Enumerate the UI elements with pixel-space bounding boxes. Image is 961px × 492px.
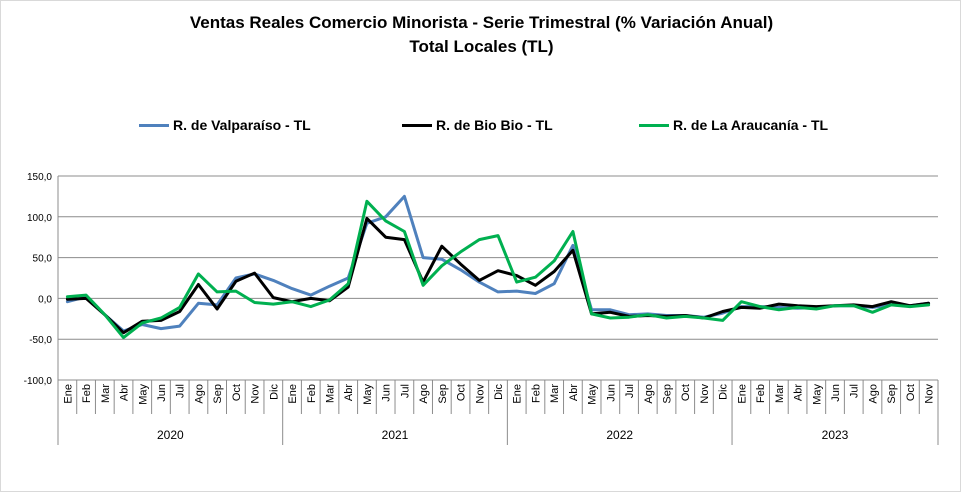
x-month-label: Sep bbox=[212, 384, 224, 404]
legend-item-biobio: R. de Bio Bio - TL bbox=[402, 114, 553, 136]
x-month-label: Ene bbox=[62, 384, 74, 404]
x-month-label: Jul bbox=[624, 384, 636, 398]
y-tick-label: 50,0 bbox=[33, 254, 53, 265]
x-month-label: Feb bbox=[81, 384, 93, 403]
x-month-label: Ago bbox=[193, 384, 205, 404]
x-month-label: Ene bbox=[512, 384, 524, 404]
year-label: 2022 bbox=[606, 428, 633, 442]
y-tick-label: -50,0 bbox=[29, 335, 52, 346]
legend-item-araucania: R. de La Araucanía - TL bbox=[639, 114, 828, 136]
chart-legend: R. de Valparaíso - TL R. de Bio Bio - TL… bbox=[1, 114, 961, 136]
legend-item-valparaiso: R. de Valparaíso - TL bbox=[139, 114, 311, 136]
x-month-label: Jun bbox=[381, 384, 393, 402]
year-label: 2020 bbox=[157, 428, 184, 442]
y-tick-label: 150,0 bbox=[27, 172, 52, 183]
x-month-label: Feb bbox=[530, 384, 542, 403]
y-tick-label: -100,0 bbox=[24, 376, 53, 387]
x-month-label: Jun bbox=[830, 384, 842, 402]
x-month-label: May bbox=[811, 384, 823, 405]
x-month-label: Mar bbox=[324, 384, 336, 403]
x-month-label: May bbox=[137, 384, 149, 405]
y-tick-label: 0,0 bbox=[38, 294, 52, 305]
x-month-label: Mar bbox=[774, 384, 786, 403]
x-month-label: May bbox=[362, 384, 374, 405]
legend-swatch-araucania bbox=[639, 123, 669, 127]
x-month-label: Jul bbox=[399, 384, 411, 398]
x-month-label: Ago bbox=[418, 384, 430, 404]
x-month-label: Ago bbox=[643, 384, 655, 404]
x-month-label: Mar bbox=[549, 384, 561, 403]
series-line-araucania bbox=[65, 199, 931, 340]
x-month-label: Oct bbox=[905, 384, 917, 401]
x-month-label: Dic bbox=[493, 384, 505, 400]
x-month-label: Sep bbox=[886, 384, 898, 404]
x-month-label: Jun bbox=[156, 384, 168, 402]
x-month-label: Feb bbox=[306, 384, 318, 403]
x-month-label: Abr bbox=[119, 384, 131, 401]
x-month-label: Jul bbox=[849, 384, 861, 398]
x-month-label: Nov bbox=[474, 384, 486, 404]
x-month-label: Oct bbox=[680, 384, 692, 401]
x-month-label: Ago bbox=[867, 384, 879, 404]
series-line-biobio bbox=[65, 216, 931, 335]
legend-swatch-valparaiso bbox=[139, 123, 169, 127]
x-month-label: Sep bbox=[437, 384, 449, 404]
legend-swatch-biobio bbox=[402, 123, 432, 127]
x-month-label: Ene bbox=[736, 384, 748, 404]
x-month-label: Oct bbox=[231, 384, 243, 401]
x-month-label: Nov bbox=[250, 384, 262, 404]
chart-subtitle: Total Locales (TL) bbox=[409, 37, 554, 56]
x-month-label: Jun bbox=[605, 384, 617, 402]
x-month-label: Dic bbox=[268, 384, 280, 400]
chart-title: Ventas Reales Comercio Minorista - Serie… bbox=[189, 13, 774, 32]
x-month-label: Sep bbox=[662, 384, 674, 404]
x-month-label: May bbox=[587, 384, 599, 405]
x-month-label: Ene bbox=[287, 384, 299, 404]
x-month-label: Jul bbox=[175, 384, 187, 398]
x-month-label: Nov bbox=[924, 384, 936, 404]
x-month-label: Abr bbox=[793, 384, 805, 401]
y-tick-label: 100,0 bbox=[27, 213, 52, 224]
legend-label-biobio: R. de Bio Bio - TL bbox=[436, 117, 553, 133]
x-month-label: Dic bbox=[718, 384, 730, 400]
year-label: 2021 bbox=[382, 428, 409, 442]
x-month-label: Oct bbox=[456, 384, 468, 401]
legend-label-araucania: R. de La Araucanía - TL bbox=[673, 117, 829, 133]
legend-label-valparaiso: R. de Valparaíso - TL bbox=[173, 117, 311, 133]
x-month-label: Nov bbox=[699, 384, 711, 404]
year-label: 2023 bbox=[822, 428, 849, 442]
x-month-label: Abr bbox=[343, 384, 355, 401]
x-month-label: Feb bbox=[755, 384, 767, 403]
x-month-label: Mar bbox=[100, 384, 112, 403]
x-month-label: Abr bbox=[568, 384, 580, 401]
